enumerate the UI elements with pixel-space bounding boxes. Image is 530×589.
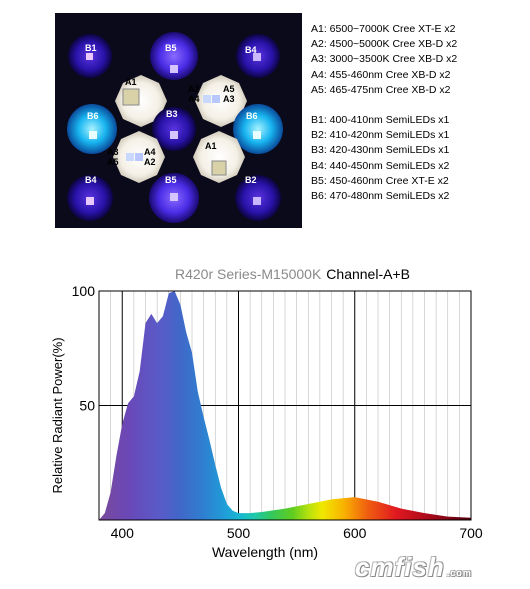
legend-item-b1: B1: 400-410nm SemiLEDs x1 [311,114,450,127]
led-legend: A1: 6500~7000K Cree XT-E x2 A2: 4500~500… [311,22,526,204]
watermark-suffix: .com [446,568,472,578]
legend-item-b4: B4: 440-450nm SemiLEDs x2 [311,159,450,172]
chart-title-series: R420r Series-M15000K [175,266,322,282]
watermark: cmfish .com [355,552,472,583]
legend-item-a1: A1: 6500~7000K Cree XT-E x2 [311,23,456,35]
legend-item-b6: B6: 470-480nm SemiLEDs x2 [311,190,450,203]
y-tick-label: 50 [79,398,95,414]
led-label: A2 [144,157,156,167]
legend-item-a4: A4: 455-460nm Cree XB-D x2 [311,68,451,81]
led-label: A4 [144,147,156,157]
led-label: A1 [205,141,217,151]
x-tick-label: 500 [227,525,251,541]
chart-title: R420r Series-M15000K Channel-A+B [175,266,505,282]
led-label: A1 [125,77,137,87]
legend-spacer [311,98,526,113]
legend-item-b3: B3: 420-430nm SemiLEDs x1 [311,144,450,157]
legend-item-b5: B5: 450-460nm Cree XT-E x2 [311,174,449,187]
led-label: B5 [165,43,177,53]
plot-frame [98,290,472,521]
legend-item-a3: A3: 3000~3500K Cree XB-D x2 [311,53,458,66]
legend-item-a5: A5: 465-475nm Cree XB-D x2 [311,83,451,96]
x-tick-label: 700 [459,525,483,541]
legend-item-a2: A2: 4500~5000K Cree XB-D x2 [311,38,458,51]
led-label: A4 [188,94,200,104]
led-array-photo: B1 B5 B4 A1 A2 A4 A5 A3 B6 B3 B6 A3 A5 A… [55,13,302,228]
led-label: A2 [188,84,200,94]
x-tick-label: 400 [111,525,135,541]
chart-title-channel: Channel-A+B [326,266,410,282]
led-label: B3 [166,109,178,119]
led-label: B5 [165,175,177,185]
led-label: B6 [87,111,99,121]
y-tick-label: 100 [72,283,96,299]
led-label: B2 [245,175,257,185]
led-label: A5 [223,84,235,94]
y-tick-labels: 50 100 [72,283,96,414]
x-tick-label: 600 [343,525,367,541]
led-label: A5 [107,157,119,167]
x-tick-labels: 400 500 600 700 [111,525,483,541]
x-axis-label: Wavelength (nm) [212,544,318,560]
led-label: B4 [245,45,257,55]
led-label: A3 [107,147,119,157]
watermark-text: cmfish [355,552,445,582]
legend-item-b2: B2: 410-420nm SemiLEDs x1 [311,129,450,142]
led-label: B4 [85,175,97,185]
y-axis-label: Relative Radiant Power(%) [50,337,65,493]
led-label: B6 [246,111,258,121]
spectrum-chart: 50 100 400 500 600 700 Wavelength (nm) Relat… [50,283,483,560]
spectrum-area [99,291,471,520]
led-label: B1 [85,43,97,53]
led-label: A3 [223,94,235,104]
